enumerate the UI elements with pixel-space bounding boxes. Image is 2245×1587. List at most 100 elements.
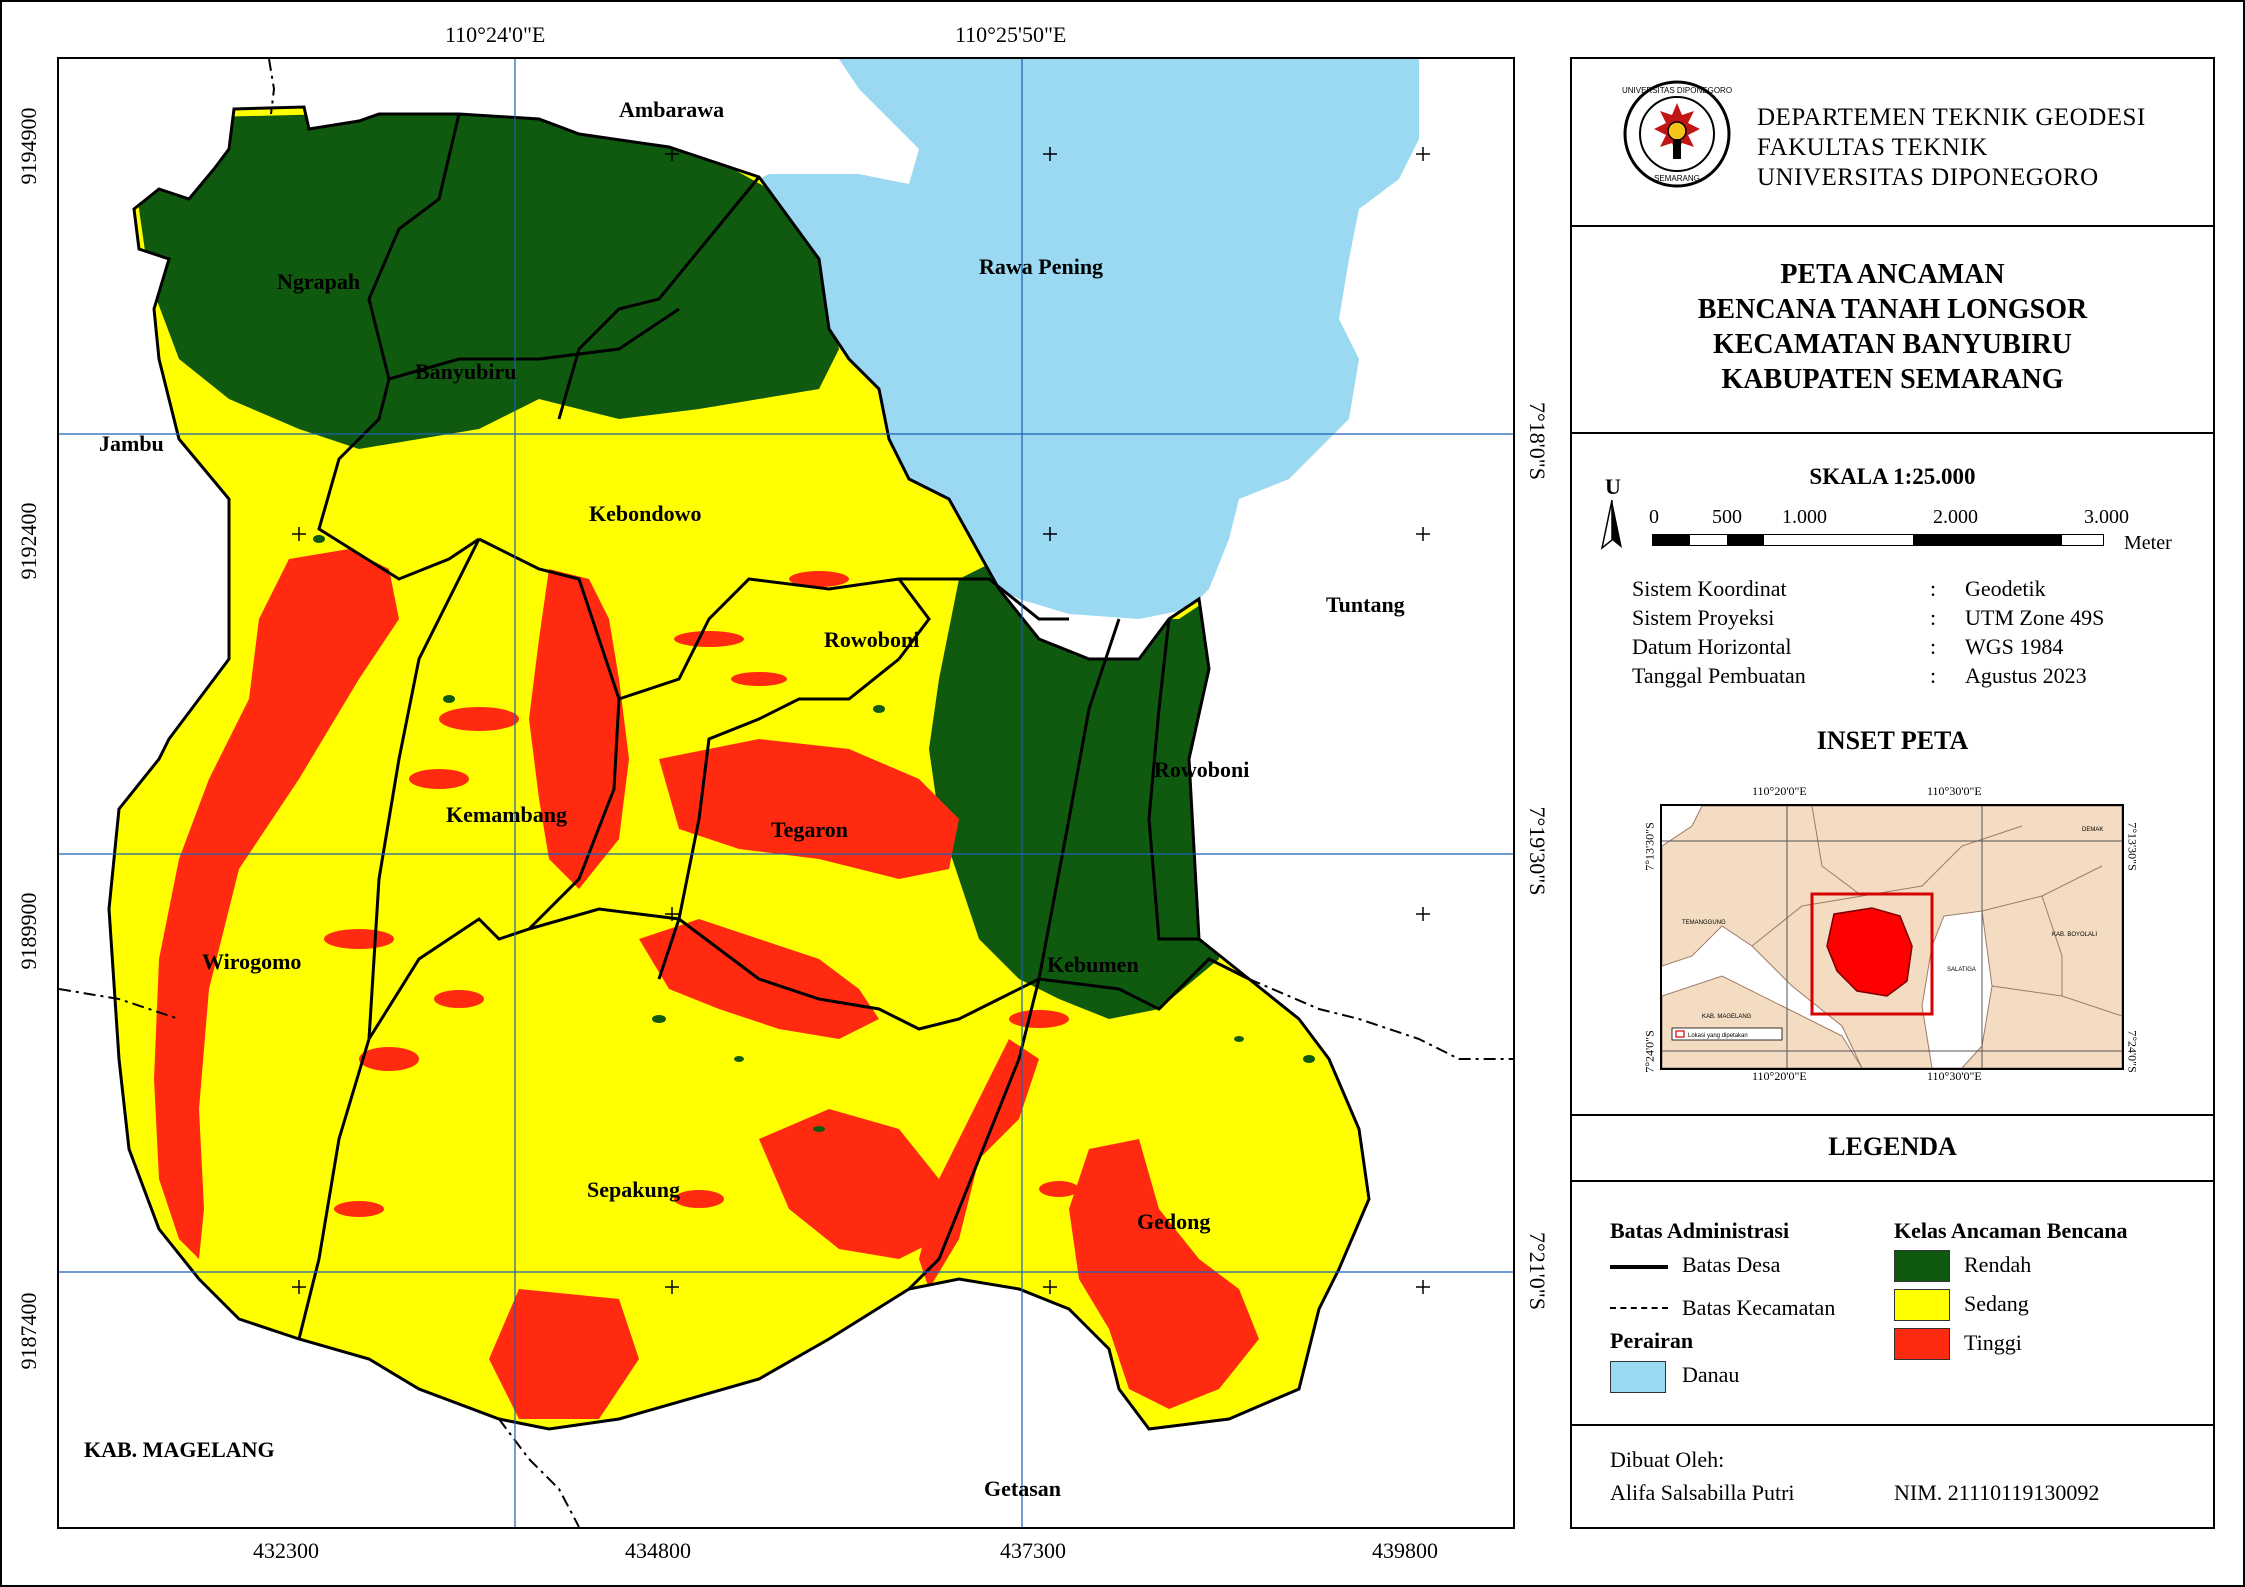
rendah-swatch xyxy=(1894,1250,1950,1282)
danau-swatch xyxy=(1610,1361,1666,1393)
village-boundaries xyxy=(297,113,1250,1340)
tinggi-swatch xyxy=(1894,1328,1950,1360)
right-coord-1: 7°18'0"S xyxy=(1525,402,1550,480)
village-gedong: Gedong xyxy=(1137,1209,1211,1234)
label-getasan: Getasan xyxy=(984,1476,1061,1501)
inset-right-coord-2: 7°24'0"S xyxy=(2125,1030,2140,1073)
logo-text-top: UNIVERSITAS DIPONEGORO xyxy=(1622,86,1732,95)
inset-place-2: KAB. MAGELANG xyxy=(1702,1014,1752,1020)
map-title: PETA ANCAMAN BENCANA TANAH LONGSOR KECAM… xyxy=(1572,257,2213,397)
title-line-1: PETA ANCAMAN xyxy=(1780,259,2005,290)
scale-bar xyxy=(1652,534,2104,546)
inset-place-4: KAB. BOYOLALI xyxy=(2052,932,2097,938)
info-sep-3: : xyxy=(1930,634,1937,659)
village-rowoboni-a: Rowoboni xyxy=(824,627,920,652)
scale-tick-2000: 2.000 xyxy=(1933,506,1978,528)
left-coord-1: 9194900 xyxy=(16,107,41,185)
batas-desa-line xyxy=(1610,1265,1668,1269)
label-jambu: Jambu xyxy=(99,431,164,456)
zone-rendah-north xyxy=(129,109,839,449)
info-label-4: Tanggal Pembuatan xyxy=(1632,663,1806,688)
legend-batas-desa: Batas Desa xyxy=(1682,1252,1781,1277)
legend-heading-section: LEGENDA xyxy=(1572,1116,2213,1182)
zone-tinggi-wirogomo xyxy=(154,549,399,1259)
zone-tinggi-sepakung-b xyxy=(489,1289,639,1419)
legend-batas-kecamatan: Batas Kecamatan xyxy=(1682,1295,1836,1320)
info-label-1: Sistem Koordinat xyxy=(1632,576,1787,601)
title-line-4: KABUPATEN SEMARANG xyxy=(1721,364,2064,395)
scale-tick-500: 500 xyxy=(1712,506,1742,528)
top-coord-2: 110°25'50"E xyxy=(955,22,1067,47)
top-coord-1: 110°24'0"E xyxy=(445,22,546,47)
legend-perairan-heading: Perairan xyxy=(1610,1328,1694,1353)
legend-rendah: Rendah xyxy=(1964,1252,2032,1277)
bottom-coord-1: 432300 xyxy=(253,1538,319,1563)
inset-heading: INSET PETA xyxy=(1816,726,1969,755)
village-kemambang: Kemambang xyxy=(446,802,567,827)
info-sep-4: : xyxy=(1930,663,1937,688)
logo-text-bottom: SEMARANG xyxy=(1654,174,1700,183)
info-value-1: Geodetik xyxy=(1965,576,2046,601)
map-canvas xyxy=(59,59,1513,1527)
rawa-pening-lake xyxy=(759,59,1419,619)
main-map[interactable]: Ambarawa Jambu Tuntang KAB. MAGELANG Get… xyxy=(57,57,1515,1529)
inset-right-coord-1: 7°13'30"S xyxy=(2125,822,2140,871)
village-tegaron: Tegaron xyxy=(771,817,849,842)
title-line-3: KECAMATAN BANYUBIRU xyxy=(1712,329,2073,360)
credit-label: Dibuat Oleh: xyxy=(1610,1447,1725,1472)
info-value-3: WGS 1984 xyxy=(1965,634,2064,659)
institution-line-1: DEPARTEMEN TEKNIK GEODESI xyxy=(1757,104,2146,131)
title-line-2: BENCANA TANAH LONGSOR xyxy=(1697,294,2088,325)
legend-sedang: Sedang xyxy=(1964,1291,2029,1316)
batas-kecamatan-line xyxy=(1610,1307,1668,1309)
scale-tick-1000: 1.000 xyxy=(1782,506,1827,528)
district-boundaries xyxy=(59,59,1513,1527)
bottom-coord-3: 437300 xyxy=(1000,1538,1066,1563)
label-kab-magelang: KAB. MAGELANG xyxy=(84,1437,275,1462)
institution-name: DEPARTEMEN TEKNIK GEODESI FAKULTAS TEKNI… xyxy=(1757,103,2146,193)
north-label: U xyxy=(1605,474,1621,499)
rendah-scatter xyxy=(313,535,1315,1132)
right-coord-2: 7°19'30"S xyxy=(1525,806,1550,896)
right-coord-3: 7°21'0"S xyxy=(1525,1232,1550,1310)
credit-section: Dibuat Oleh: Alifa Salsabilla Putri NIM.… xyxy=(1572,1426,2213,1527)
map-info-panel: UNIVERSITAS DIPONEGORO SEMARANG DEPARTEM… xyxy=(1570,57,2215,1529)
legend-heading: LEGENDA xyxy=(1828,1132,1957,1161)
inset-top-coord-2: 110°30'0"E xyxy=(1927,784,1982,798)
info-label-2: Sistem Proyeksi xyxy=(1632,605,1775,630)
inset-location-box xyxy=(1810,892,1934,1016)
grid-crosses xyxy=(292,147,1430,1294)
scale-unit: Meter xyxy=(2124,532,2172,554)
institution-line-3: UNIVERSITAS DIPONEGORO xyxy=(1757,164,2099,191)
sedang-swatch xyxy=(1894,1289,1950,1321)
inset-legend-text: Lokasi yang dipetakan xyxy=(1688,1033,1748,1039)
village-ngrapah: Ngrapah xyxy=(277,269,361,294)
legend-body: Batas Administrasi Batas Desa Batas Keca… xyxy=(1572,1182,2213,1426)
institution-line-2: FAKULTAS TEKNIK xyxy=(1757,134,1988,161)
inset-top-coord-1: 110°20'0"E xyxy=(1752,784,1807,798)
map-title-section: PETA ANCAMAN BENCANA TANAH LONGSOR KECAM… xyxy=(1572,227,2213,434)
info-sep-2: : xyxy=(1930,605,1937,630)
scale-heading: SKALA 1:25.000 xyxy=(1809,464,1976,489)
scale-tick-0: 0 xyxy=(1649,506,1659,528)
info-label-3: Datum Horizontal xyxy=(1632,634,1792,659)
inset-left-coord-1: 7°13'30"S xyxy=(1642,822,1657,871)
credit-name: Alifa Salsabilla Putri xyxy=(1610,1480,1795,1505)
label-tuntang: Tuntang xyxy=(1326,592,1405,617)
scale-info-inset-section: SKALA 1:25.000 U 0 500 1.000 2.000 3.000… xyxy=(1572,434,2213,1116)
inset-map[interactable]: TEMANGGUNG KAB. MAGELANG SALATIGA KAB. B… xyxy=(1660,804,2124,1070)
village-kebondowo: Kebondowo xyxy=(589,501,702,526)
info-value-2: UTM Zone 49S xyxy=(1965,605,2105,630)
village-kebumen: Kebumen xyxy=(1047,952,1139,977)
credit-nim: NIM. 21110119130092 xyxy=(1894,1480,2100,1505)
village-sepakung: Sepakung xyxy=(587,1177,680,1202)
bottom-coord-2: 434800 xyxy=(625,1538,691,1563)
legend-danau: Danau xyxy=(1682,1362,1740,1387)
bottom-coord-4: 439800 xyxy=(1372,1538,1438,1563)
north-arrow-icon xyxy=(1600,500,1622,550)
zone-tinggi-gedong xyxy=(1069,1139,1259,1409)
inset-map-canvas: TEMANGGUNG KAB. MAGELANG SALATIGA KAB. B… xyxy=(1662,806,2122,1068)
village-wirogomo: Wirogomo xyxy=(202,949,302,974)
inset-left-coord-2: 7°24'0"S xyxy=(1642,1030,1657,1073)
